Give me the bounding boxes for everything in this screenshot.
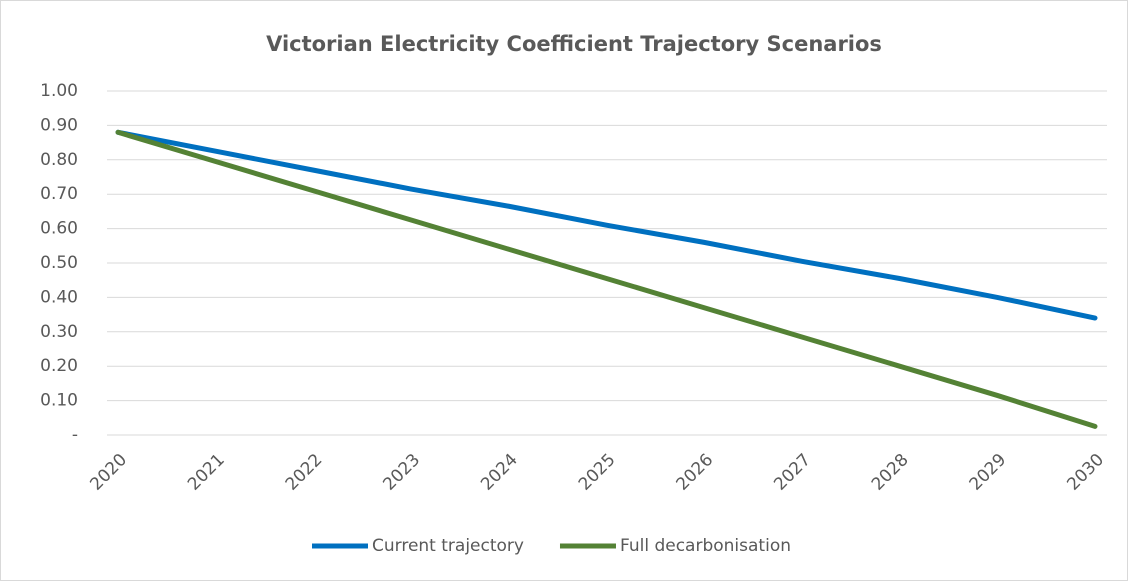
chart-title: Victorian Electricity Coefficient Trajec… — [266, 32, 882, 56]
y-tick-label: 0.60 — [40, 219, 78, 239]
series-line — [115, 129, 1098, 429]
y-tick-label: 0.50 — [40, 253, 78, 273]
y-tick-label: 0.10 — [40, 391, 78, 411]
y-tick-label: 0.20 — [40, 356, 78, 376]
legend-label: Full decarbonisation — [620, 536, 791, 556]
y-tick-label: 0.30 — [40, 322, 78, 342]
y-tick-label: - — [72, 425, 78, 445]
legend-label: Current trajectory — [372, 536, 524, 556]
y-tick-label: 0.90 — [40, 115, 78, 135]
y-tick-label: 0.80 — [40, 150, 78, 170]
y-tick-label: 0.70 — [40, 184, 78, 204]
y-tick-label: 1.00 — [40, 81, 78, 101]
y-tick-label: 0.40 — [40, 287, 78, 307]
series-line — [115, 129, 1098, 321]
